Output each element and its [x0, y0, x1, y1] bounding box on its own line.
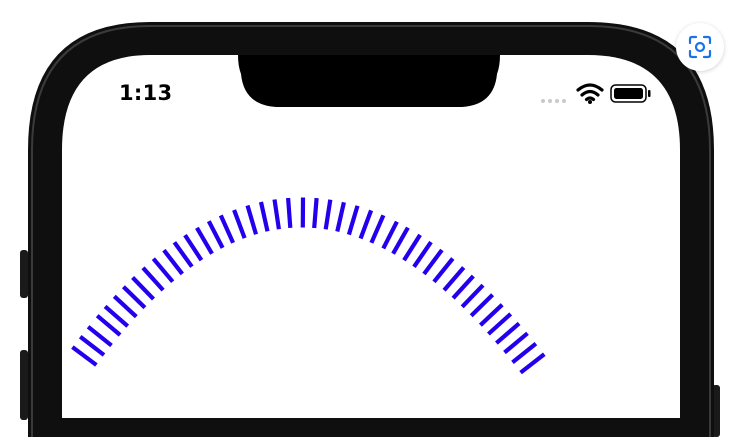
arc-tick	[232, 209, 247, 239]
arc-tick	[286, 197, 293, 229]
signal-dots-icon	[541, 99, 566, 103]
volume-down-button-hw	[20, 350, 28, 420]
arc-tick	[495, 321, 521, 345]
arc-tick	[272, 199, 281, 230]
arc-tick	[218, 214, 236, 244]
arc-tick	[335, 201, 346, 232]
arc-tick	[381, 220, 399, 250]
visual-search-icon	[688, 35, 712, 59]
arc-tick	[312, 197, 319, 229]
arc-tick	[469, 293, 495, 318]
arc-tick	[71, 345, 98, 367]
wifi-icon	[576, 83, 604, 102]
arc-tick	[511, 341, 538, 365]
arc-tick	[95, 314, 122, 337]
arc-tick	[103, 304, 130, 328]
screen-area	[62, 55, 680, 418]
arc-tick	[478, 303, 504, 327]
arc-tick	[519, 352, 546, 375]
arc-tick	[172, 241, 194, 268]
arc-tick	[422, 248, 444, 276]
arc-tick	[245, 204, 259, 235]
arc-tick	[78, 335, 106, 357]
battery-icon	[610, 84, 651, 103]
arc-tick	[346, 205, 360, 236]
arc-tick	[206, 220, 225, 249]
notch	[238, 55, 500, 107]
arc-tick	[442, 266, 466, 292]
arc-tick	[391, 226, 410, 255]
arc-tick	[503, 331, 529, 355]
status-time: 1:13	[119, 81, 173, 105]
arc-tick	[451, 274, 475, 300]
arc-tick	[402, 233, 422, 262]
arc-tick	[323, 199, 333, 230]
arc-tick	[486, 312, 513, 336]
arc-tick	[183, 233, 204, 262]
arc-tick	[460, 283, 485, 309]
arc-tick	[112, 294, 138, 319]
volume-up-button-hw	[20, 250, 28, 298]
arc-tick	[121, 285, 147, 310]
arc-tick	[258, 201, 270, 232]
battery-fill	[614, 88, 643, 99]
visual-search-button[interactable]	[676, 23, 724, 71]
arc-tick	[369, 214, 386, 244]
arc-tick	[86, 325, 113, 348]
arc-tick	[151, 257, 175, 284]
arc-tick	[195, 226, 214, 255]
arc-tick	[358, 209, 374, 240]
arc-tick	[412, 240, 433, 268]
arc-tick	[432, 257, 455, 284]
arc-drawing	[71, 197, 546, 375]
arc-tick	[131, 276, 156, 301]
arc-tick	[141, 266, 165, 292]
arc-tick	[162, 248, 184, 276]
